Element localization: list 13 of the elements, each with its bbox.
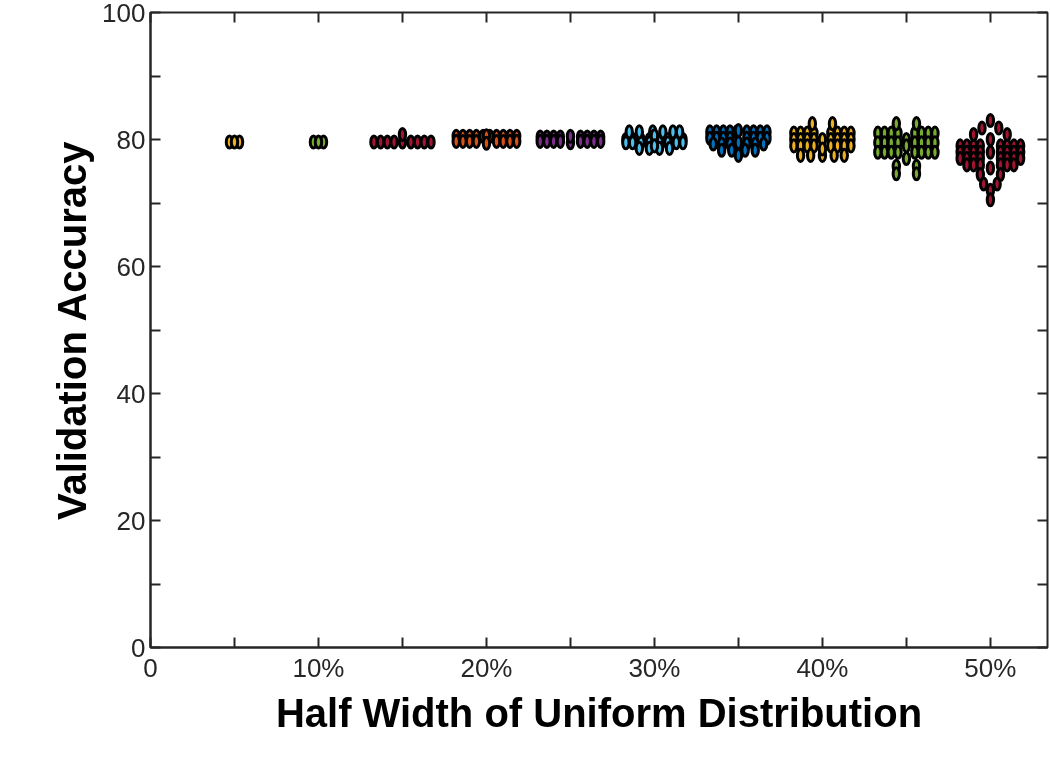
y-tick-label: 60 bbox=[116, 251, 146, 282]
y-tick-label: 80 bbox=[116, 124, 146, 155]
x-tick-label: 20% bbox=[460, 652, 513, 683]
x-axis-title: Half Width of Uniform Distribution bbox=[275, 690, 923, 735]
x-tick-label: 50% bbox=[964, 652, 1017, 683]
x-tick-label: 10% bbox=[292, 652, 345, 683]
y-tick-label: 100 bbox=[102, 0, 146, 28]
y-axis-title: Validation Accuracy bbox=[50, 140, 95, 521]
y-tick-label: 0 bbox=[131, 632, 146, 663]
x-tick-label: 30% bbox=[628, 652, 681, 683]
y-tick-label: 40 bbox=[116, 378, 146, 409]
x-tick-label: 40% bbox=[796, 652, 849, 683]
y-tick-label: 20 bbox=[116, 505, 146, 536]
